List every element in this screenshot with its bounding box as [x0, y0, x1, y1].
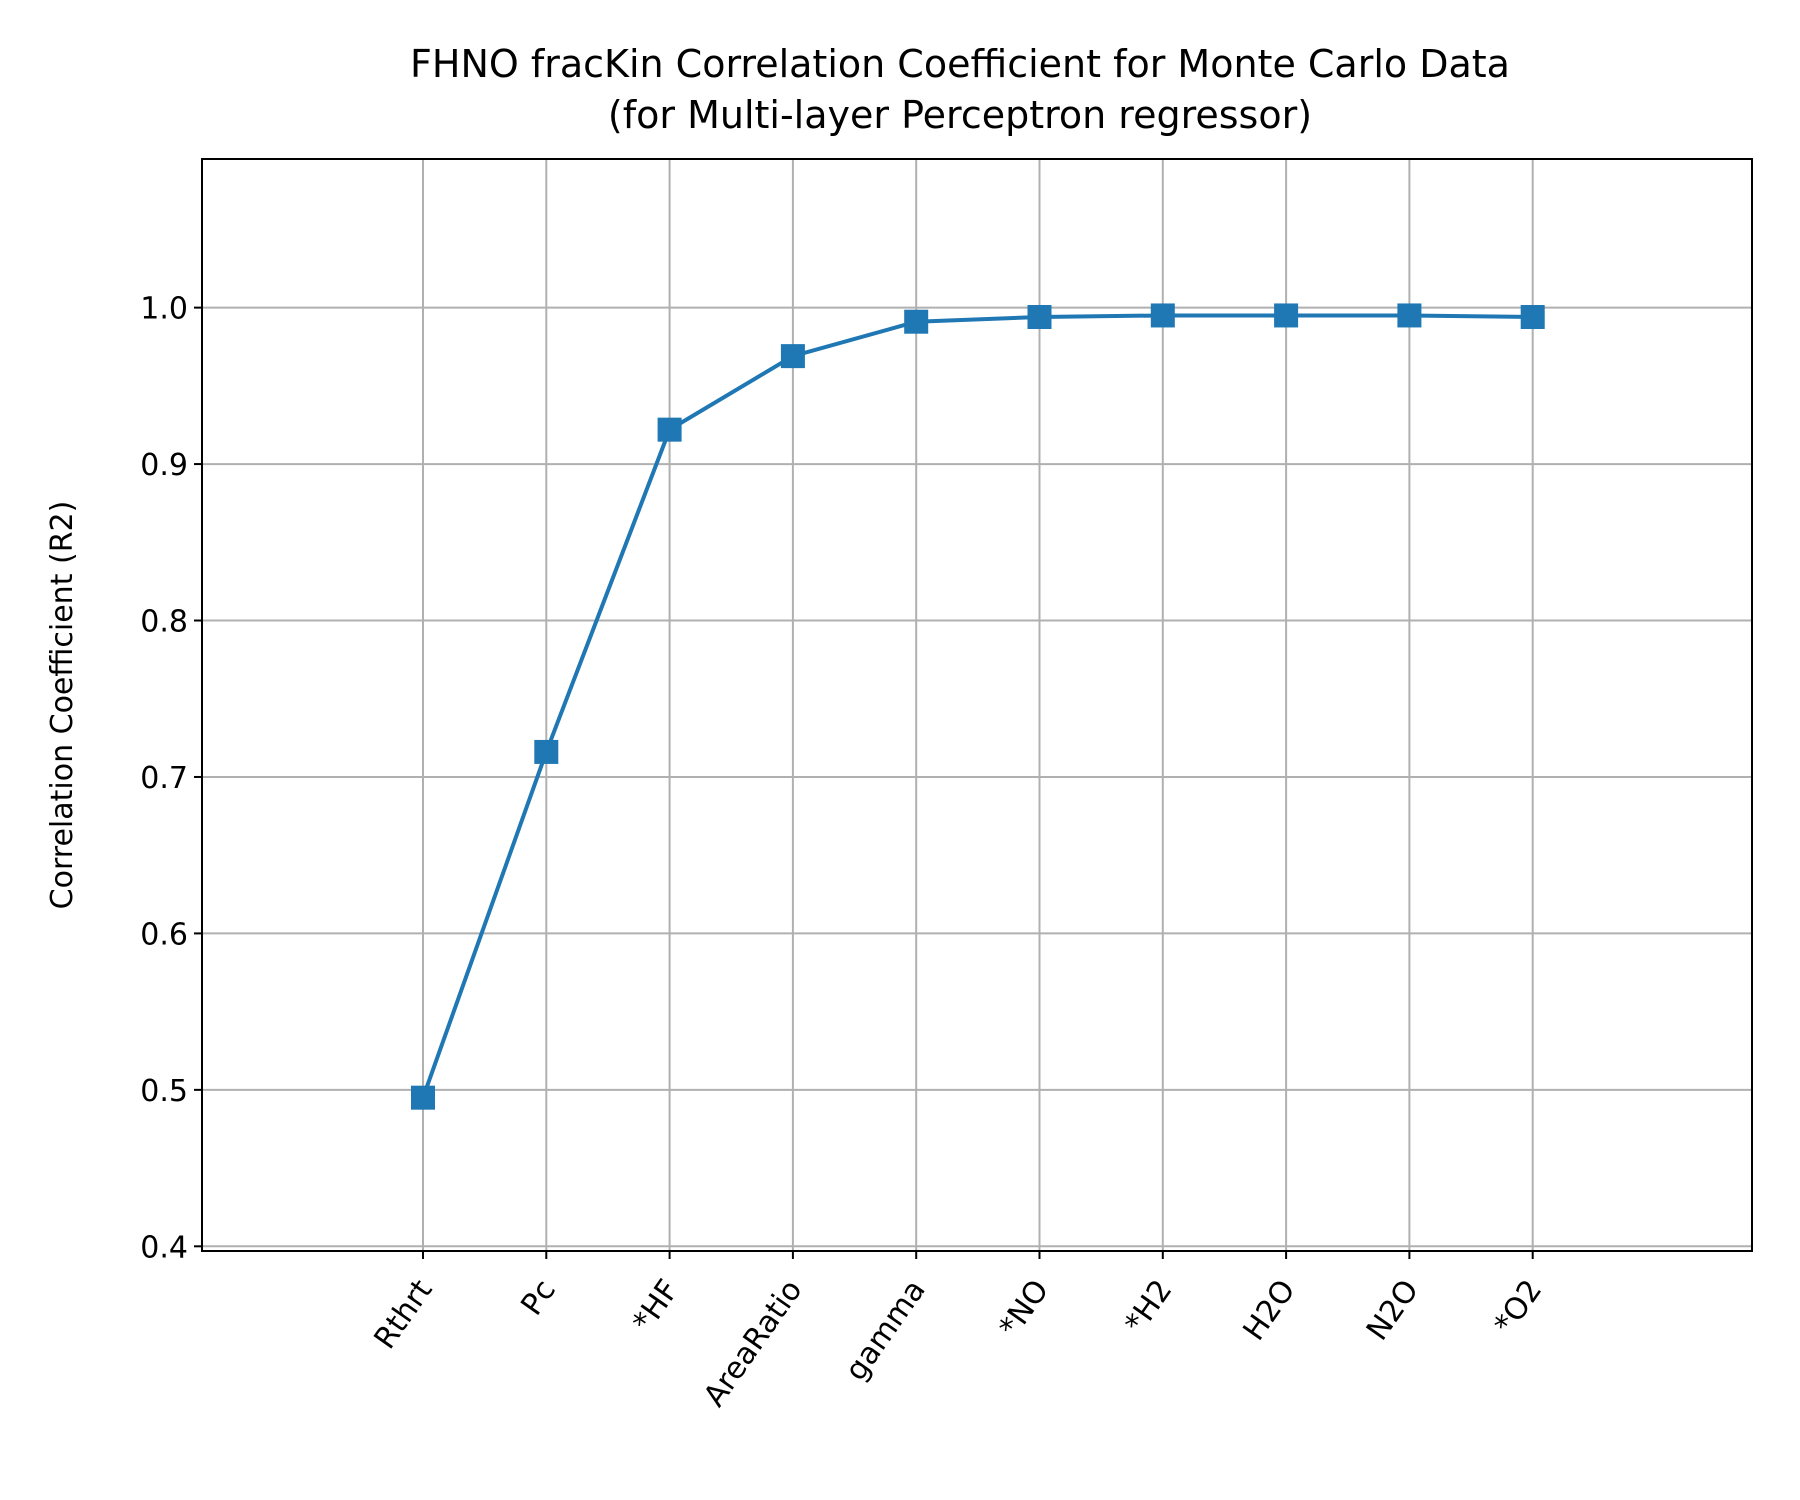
data-point — [1150, 303, 1175, 328]
x-tick-label: *H2 — [1118, 1274, 1179, 1340]
data-point — [1274, 303, 1299, 328]
x-tick-label: *NO — [992, 1274, 1056, 1344]
y-axis-label: Correlation Coefficient (R2) — [45, 501, 80, 910]
chart-title: FHNO fracKin Correlation Coefficient for… — [410, 42, 1510, 86]
x-tick-label: gamma — [839, 1274, 933, 1388]
y-tick-label: 0.4 — [140, 1230, 188, 1265]
x-tick-label: Pc — [514, 1274, 563, 1322]
y-axis: 0.4 0.5 0.6 0.7 0.8 0.9 1.0 — [140, 292, 202, 1265]
data-point — [1027, 305, 1052, 330]
data-point — [1397, 303, 1422, 328]
chart-subtitle: (for Multi-layer Perceptron regressor) — [608, 93, 1312, 137]
y-tick-label: 0.8 — [140, 605, 188, 640]
x-tick-label: H2O — [1237, 1274, 1303, 1348]
x-tick-label: Rthrt — [367, 1273, 439, 1355]
data-point — [780, 344, 805, 369]
y-tick-label: 0.9 — [140, 448, 188, 483]
x-tick-label: *O2 — [1487, 1274, 1549, 1341]
series-line — [421, 313, 1533, 1099]
x-tick-label: AreaRatio — [697, 1274, 809, 1414]
x-tick-label: *HF — [626, 1274, 686, 1339]
data-point — [657, 417, 682, 442]
data-point — [534, 739, 559, 764]
data-point — [1520, 305, 1545, 330]
data-point — [904, 309, 929, 334]
series-layer — [411, 303, 1545, 1110]
x-axis: Rthrt Pc *HF AreaRatio gamma *NO *H2 H2O N2O *O2 — [367, 1251, 1549, 1413]
y-tick-label: 0.7 — [140, 761, 188, 796]
plot-frame — [201, 158, 1753, 1252]
x-tick-label: N2O — [1360, 1274, 1426, 1347]
grid — [202, 159, 1752, 1251]
y-tick-label: 1.0 — [140, 292, 188, 327]
data-point — [411, 1085, 435, 1110]
y-tick-label: 0.5 — [140, 1074, 188, 1109]
y-tick-label: 0.6 — [140, 917, 188, 952]
